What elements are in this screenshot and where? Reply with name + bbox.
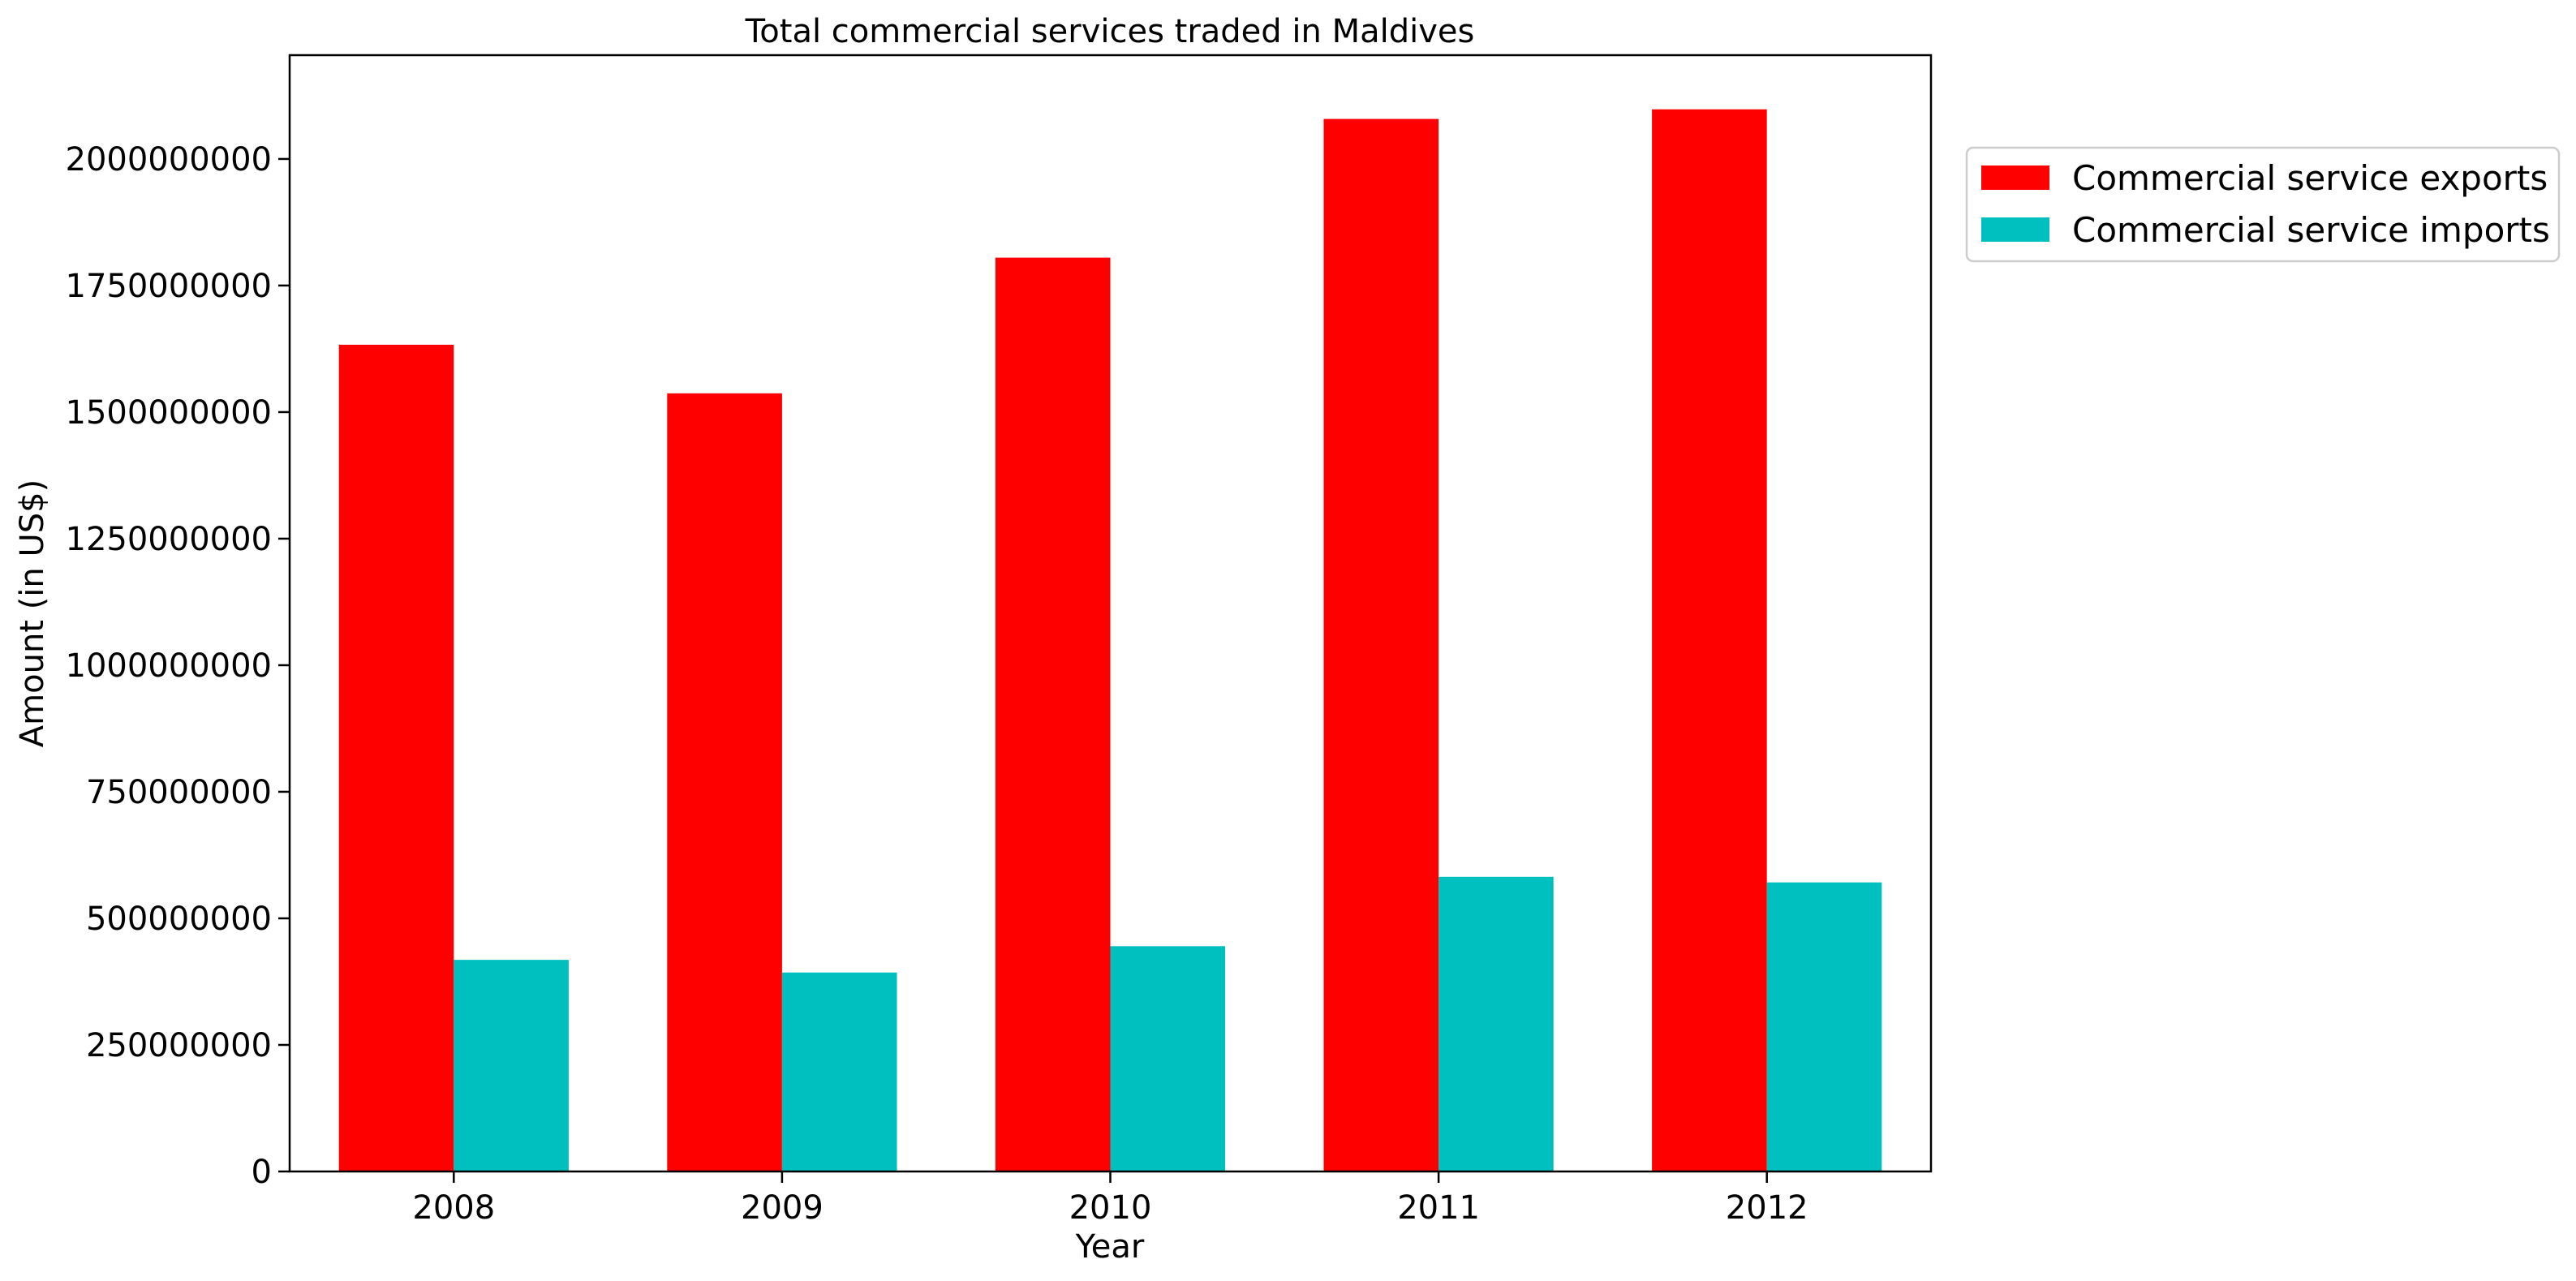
x-tick-label: 2010 (1069, 1189, 1152, 1227)
legend-swatch-exports (1981, 165, 2049, 190)
bar-imports-2010 (1110, 946, 1226, 1171)
y-tick-label: 0 (252, 1154, 272, 1191)
y-tick-label: 1500000000 (66, 394, 273, 432)
bar-exports-2012 (1652, 109, 1767, 1172)
x-tick-label: 2008 (412, 1189, 495, 1227)
plot-frame (288, 54, 1933, 1173)
x-axis-label: Year (1075, 1228, 1145, 1266)
legend-label-exports: Commercial service exports (2072, 158, 2548, 198)
legend-box (1965, 146, 2561, 263)
bar-imports-2009 (781, 972, 897, 1171)
bar-imports-2011 (1439, 876, 1554, 1171)
legend: Commercial service exports Commercial ser… (1965, 146, 2561, 263)
bar-imports-2012 (1766, 882, 1882, 1171)
y-axis-label: Amount (in US$) (14, 479, 51, 747)
bar-exports-2008 (338, 344, 454, 1172)
legend-label-imports: Commercial service imports (2072, 210, 2550, 250)
plot-area (338, 109, 1882, 1172)
y-axis: 0 250000000 500000000 750000000 1000000000 12… (66, 141, 290, 1191)
bar-exports-2010 (995, 257, 1111, 1171)
chart-title: Total commercial services traded in Mald… (745, 13, 1475, 50)
bar-imports-2008 (454, 960, 569, 1171)
x-tick-label: 2012 (1726, 1189, 1808, 1227)
x-tick-label: 2009 (741, 1189, 824, 1227)
y-tick-label: 2000000000 (66, 141, 273, 178)
y-tick-label: 1000000000 (66, 647, 273, 685)
legend-swatch-imports (1981, 217, 2049, 242)
y-tick-label: 1250000000 (66, 521, 273, 558)
y-tick-label: 750000000 (86, 774, 272, 811)
bar-exports-2009 (667, 393, 782, 1172)
bar-exports-2011 (1323, 118, 1439, 1172)
x-tick-label: 2011 (1397, 1189, 1480, 1227)
y-tick-label: 1750000000 (66, 268, 273, 305)
y-tick-label: 500000000 (86, 901, 272, 938)
x-axis: 2008 2009 2010 2011 2012 (412, 1171, 1808, 1227)
y-tick-label: 250000000 (86, 1027, 272, 1064)
